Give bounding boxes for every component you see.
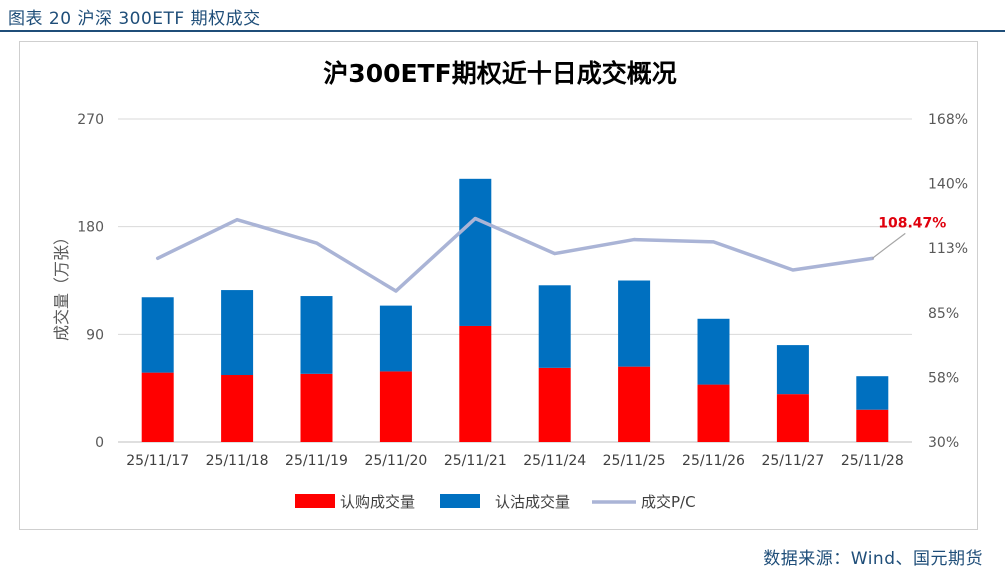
- bar-put: [221, 290, 254, 376]
- x-tick-label: 25/11/26: [682, 453, 745, 469]
- pc-line-layer: [155, 216, 875, 293]
- annotation: 108.47%: [871, 215, 946, 259]
- x-tick-label: 25/11/18: [206, 453, 269, 469]
- pc-point: [235, 218, 239, 222]
- y-tick-label: 90: [86, 327, 104, 343]
- source-note: 数据来源：Wind、国元期货: [763, 549, 983, 569]
- bar-layer: [141, 178, 889, 442]
- annotation-leader: [871, 232, 906, 259]
- bar-put: [538, 285, 571, 368]
- pc-point: [632, 238, 636, 242]
- pc-point: [156, 256, 160, 260]
- y2-tick-label: 30%: [928, 435, 959, 451]
- x-tick-label: 25/11/25: [603, 453, 666, 469]
- bar-call: [538, 367, 571, 442]
- bar-put: [300, 296, 333, 374]
- pc-point: [473, 216, 477, 220]
- y-tick-label: 0: [95, 435, 104, 451]
- header-rule: [0, 30, 1005, 32]
- legend-swatch-put: [440, 494, 480, 508]
- y-axis-label: 成交量（万张）: [52, 229, 71, 341]
- bar-call: [697, 384, 730, 442]
- y2-tick-label: 85%: [928, 306, 959, 322]
- y-axis-left: 0 90 180 270: [77, 112, 104, 451]
- bar-put: [459, 178, 492, 326]
- y2-tick-label: 58%: [928, 370, 959, 386]
- x-tick-label: 25/11/21: [444, 453, 507, 469]
- bar-call: [379, 371, 412, 442]
- legend-label-pc: 成交P/C: [641, 493, 696, 511]
- bar-call: [776, 394, 809, 442]
- y-axis-right: 30% 58% 85% 113% 140% 168%: [928, 112, 968, 451]
- pc-point: [791, 268, 795, 272]
- x-tick-label: 25/11/27: [761, 453, 824, 469]
- legend-swatch-call: [295, 494, 335, 508]
- bar-call: [300, 373, 333, 442]
- y2-tick-label: 168%: [928, 112, 968, 128]
- bar-call: [618, 366, 651, 442]
- figure-label: 图表 20 沪深 300ETF 期权成交: [8, 9, 261, 29]
- bar-put: [697, 318, 730, 385]
- annotation-label: 108.47%: [878, 215, 946, 231]
- legend: 认购成交量 认沽成交量 成交P/C: [295, 493, 696, 511]
- pc-point: [394, 289, 398, 293]
- bar-call: [856, 409, 889, 442]
- x-tick-label: 25/11/24: [523, 453, 586, 469]
- x-tick-label: 25/11/20: [364, 453, 427, 469]
- x-axis: 25/11/17 25/11/18 25/11/19 25/11/20 25/11/21…: [126, 453, 903, 469]
- bar-put: [856, 376, 889, 410]
- legend-label-call: 认购成交量: [340, 493, 415, 511]
- x-tick-label: 25/11/19: [285, 453, 348, 469]
- bar-put: [618, 280, 651, 367]
- pc-point: [553, 252, 557, 256]
- x-tick-label: 25/11/28: [841, 453, 904, 469]
- pc-point: [315, 241, 318, 245]
- bar-call: [221, 375, 254, 442]
- chart-frame: [19, 41, 978, 530]
- y2-tick-label: 113%: [928, 241, 968, 257]
- x-tick-label: 25/11/17: [126, 453, 189, 469]
- bar-put: [776, 345, 809, 395]
- pc-point: [712, 240, 715, 244]
- bar-put: [379, 305, 412, 372]
- y-tick-label: 180: [77, 220, 104, 236]
- bar-call: [141, 372, 174, 442]
- y2-tick-label: 140%: [928, 177, 968, 193]
- y-tick-label: 270: [77, 112, 104, 128]
- bar-call: [459, 325, 492, 442]
- legend-label-put: 认沽成交量: [495, 493, 570, 511]
- pc-line: [155, 216, 875, 293]
- bar-put: [141, 297, 174, 373]
- chart-title: 沪300ETF期权近十日成交概况: [323, 59, 676, 88]
